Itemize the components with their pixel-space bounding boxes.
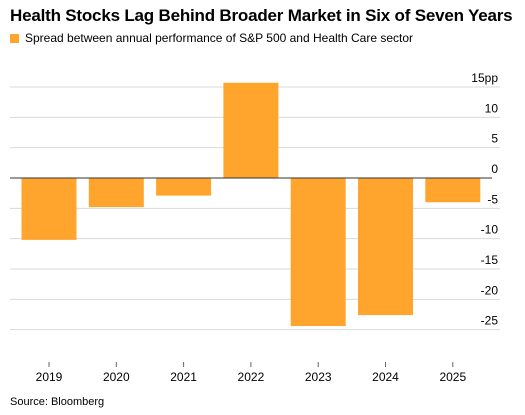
y-tick-label: 5 xyxy=(491,132,498,146)
bar-2025 xyxy=(425,178,481,203)
bar-2021 xyxy=(156,178,212,196)
y-tick-label: 0 xyxy=(491,162,498,176)
legend: Spread between annual performance of S&P… xyxy=(10,31,413,45)
x-tick-label: 2022 xyxy=(238,370,265,384)
y-tick-label: 15pp xyxy=(471,71,498,85)
y-tick-label: -20 xyxy=(481,283,499,297)
x-tick-label: 2019 xyxy=(36,370,63,384)
bars xyxy=(21,82,481,327)
chart-title: Health Stocks Lag Behind Broader Market … xyxy=(10,6,513,25)
bar-2024 xyxy=(358,178,413,316)
x-tick-label: 2024 xyxy=(372,370,399,384)
bar-2020 xyxy=(88,178,144,208)
y-tick-label: -25 xyxy=(481,314,499,328)
y-tick-label: 10 xyxy=(485,101,499,115)
y-tick-label: -10 xyxy=(481,223,499,237)
source-note: Source: Bloomberg xyxy=(10,396,105,408)
legend-swatch xyxy=(10,33,19,43)
x-tick-label: 2023 xyxy=(305,370,332,384)
legend-label: Spread between annual performance of S&P… xyxy=(25,31,414,45)
x-tick-label: 2020 xyxy=(103,370,130,384)
bar-2022 xyxy=(223,82,279,178)
bar-2023 xyxy=(290,178,346,327)
x-tick-label: 2025 xyxy=(439,370,466,384)
y-tick-label: -15 xyxy=(481,253,499,267)
y-tick-label: -5 xyxy=(487,192,498,206)
bar-2019 xyxy=(21,178,77,240)
bar-chart: 15pp 10 5 0 -5 -10 -15 -20 -25 2019 2020 2021 2022 20… xyxy=(10,71,500,384)
x-tick-label: 2021 xyxy=(170,370,197,384)
axes: 15pp 10 5 0 -5 -10 -15 -20 -25 2019 2020 2021 2022 20… xyxy=(10,71,498,384)
